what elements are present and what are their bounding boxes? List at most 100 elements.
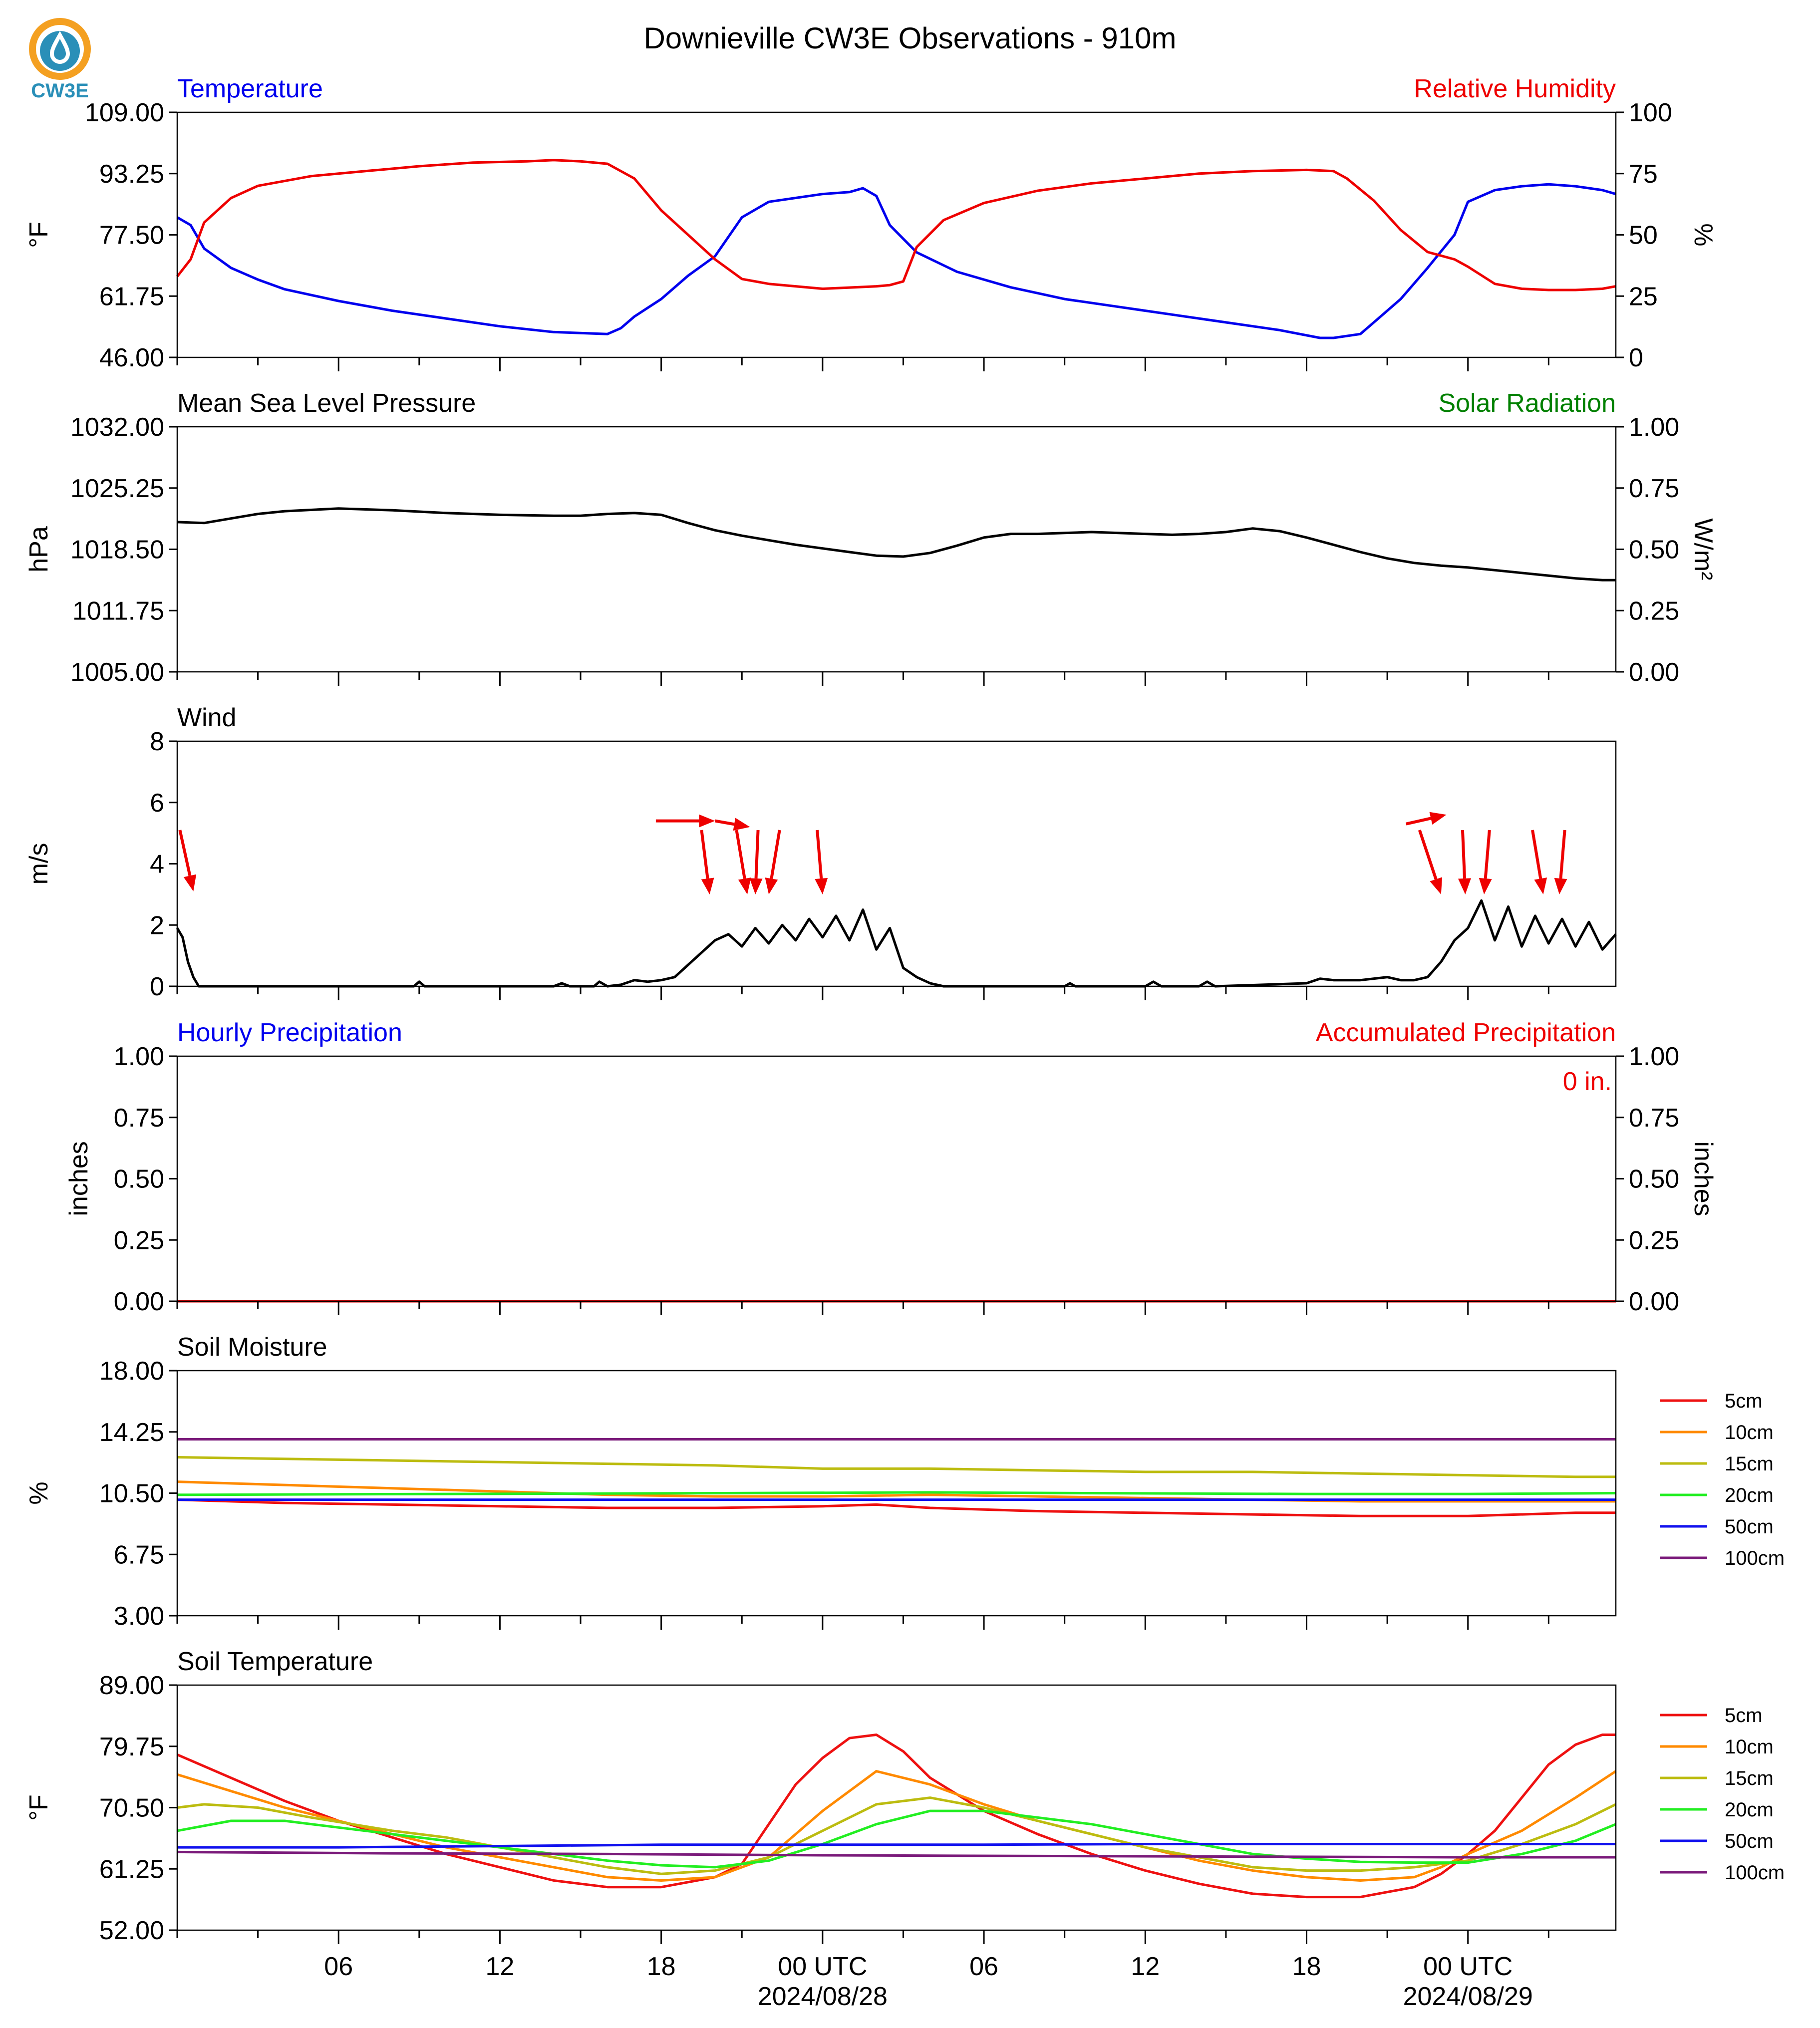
panel-pressure: 1032.00 1025.25 1018.50 1011.75 1005.00 1.00 0… [24,389,1718,687]
wind-arrow-shaft [178,830,192,876]
y-tick-label-left: 4 [150,850,164,879]
legend-entry: 50cm [1660,1830,1774,1852]
y-axis-label-left: inches [64,1141,93,1216]
legend-label: 20cm [1725,1799,1774,1821]
y-axis-label-left: °F [24,1794,53,1821]
legend-label: 5cm [1725,1705,1763,1727]
y-tick-label-left: 77.50 [99,221,164,250]
wind-direction-arrow [1554,830,1567,894]
legend-label: 15cm [1725,1453,1774,1475]
wind-direction-arrow [178,830,197,891]
wind-direction-arrow [1531,830,1547,894]
y-tick-label-left: 109.00 [85,98,164,127]
panel-soil-moisture: 18.00 14.25 10.50 6.75 3.00 Soil Moisture% 5cm… [24,1333,1785,1631]
legend-label: 100cm [1725,1862,1785,1884]
series-line-100cm [177,1850,1616,1859]
y-tick-label-right: 0.25 [1629,1226,1679,1255]
legend-entry: 100cm [1660,1547,1785,1569]
wind-direction-arrow [700,830,714,894]
wind-arrow-shaft [700,830,709,879]
legend-label: 10cm [1725,1422,1774,1444]
y-tick-label-right: 0.25 [1629,596,1679,625]
wind-arrow-head [733,818,750,831]
y-tick-label-right: 0.75 [1629,474,1679,503]
y-tick-label-left: 79.75 [99,1733,164,1761]
y-tick-label-left: 8 [150,727,164,756]
wind-arrow-head [749,878,763,894]
legend-label: 100cm [1725,1547,1785,1569]
wind-direction-arrow [1418,830,1443,894]
y-tick-label-left: 46.00 [99,343,164,372]
x-tick-label: 12 [486,1952,515,1981]
x-date-label: 2024/08/29 [1403,1982,1533,2011]
y-tick-label-left: 70.50 [99,1794,164,1823]
wind-direction-arrow [1479,830,1492,894]
y-tick-label-left: 89.00 [99,1671,164,1700]
wind-arrow-shaft [1406,817,1432,826]
wind-arrow-head [815,877,828,894]
y-axis-label-right: % [1689,223,1718,246]
y-tick-label-left: 61.75 [99,282,164,311]
y-axis-label-left: m/s [24,843,53,885]
y-tick-label-left: 6 [150,789,164,818]
wind-arrow-shaft [816,830,823,879]
series-line-5cm [177,1498,1616,1517]
x-tick-label: 06 [969,1952,998,1981]
y-tick-label-right: 50 [1629,221,1658,250]
legend-label: 10cm [1725,1736,1774,1758]
wind-arrow-head [1458,878,1471,894]
wind-arrow-head [1479,877,1492,894]
y-tick-label-left: 1005.00 [70,658,164,687]
wind-arrow-head [183,874,197,891]
x-tick-label: 00 UTC [1423,1952,1513,1981]
wind-direction-arrow [1406,812,1447,826]
y-tick-label-right: 100 [1629,98,1672,127]
wind-arrow-shaft [770,830,781,879]
y-axis-label-left: °F [24,222,53,248]
accumulated-total-label: 0 in. [1563,1067,1612,1096]
y-tick-label-right: 25 [1629,282,1658,311]
panel-title-left: Soil Temperature [177,1647,373,1676]
panel-title-left: Soil Moisture [177,1333,327,1362]
y-tick-label-left: 93.25 [99,160,164,189]
y-tick-label-right: 75 [1629,160,1658,189]
legend-entry: 20cm [1660,1799,1774,1821]
series-line-10cm [177,1770,1617,1882]
y-tick-label-right: 1.00 [1629,413,1679,442]
y-tick-label-left: 14.25 [99,1418,164,1447]
legend-entry: 5cm [1660,1390,1763,1412]
wind-arrow-head [701,877,714,894]
y-axis-label-right: inches [1689,1141,1718,1216]
y-tick-label-right: 0.50 [1629,536,1679,565]
wind-arrow-head [738,877,751,894]
series-line-20cm [177,1491,1616,1496]
series-line-20cm [177,1809,1616,1869]
series-line-mean-sea-level-pressure [177,507,1616,581]
series-line-50cm [177,1843,1616,1849]
y-tick-label-left: 3.00 [114,1602,164,1631]
wind-arrow-head [1429,812,1447,825]
y-tick-label-right: 1.00 [1629,1042,1679,1071]
legend-entry: 20cm [1660,1484,1774,1506]
wind-arrow-shaft [754,830,760,879]
y-tick-label-right: 0.00 [1629,658,1679,687]
y-tick-label-right: 0 [1629,343,1643,372]
y-tick-label-left: 6.75 [114,1540,164,1569]
y-tick-label-left: 10.50 [99,1479,164,1508]
figure-title: Downieville CW3E Observations - 910m [643,21,1176,55]
wind-arrow-shaft [1484,830,1491,879]
y-tick-label-left: 1032.00 [70,413,164,442]
y-tick-label-right: 0.00 [1629,1287,1679,1316]
wind-direction-arrow [714,818,750,831]
y-tick-label-left: 1018.50 [70,536,164,565]
y-tick-label-left: 0.75 [114,1104,164,1133]
wind-arrow-shaft [1559,830,1566,879]
wind-arrow-head [1534,877,1547,894]
panel-title-left: Temperature [177,74,323,103]
y-tick-label-left: 0.25 [114,1226,164,1255]
panel-temperature-humidity: 109.00 93.25 77.50 61.75 46.00 100 75 50 25 0 Temp… [24,74,1718,372]
legend-label: 20cm [1725,1484,1774,1506]
panels-container: 109.00 93.25 77.50 61.75 46.00 100 75 50 25 0 Temp… [24,74,1785,2011]
panel-title-left: Wind [177,703,236,732]
y-tick-label-left: 1025.25 [70,474,164,503]
